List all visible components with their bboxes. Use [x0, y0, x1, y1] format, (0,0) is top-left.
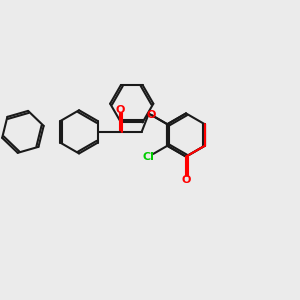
Text: Cl: Cl — [143, 152, 154, 162]
Text: O: O — [181, 175, 191, 185]
Text: O: O — [116, 105, 125, 115]
Text: O: O — [147, 110, 156, 120]
